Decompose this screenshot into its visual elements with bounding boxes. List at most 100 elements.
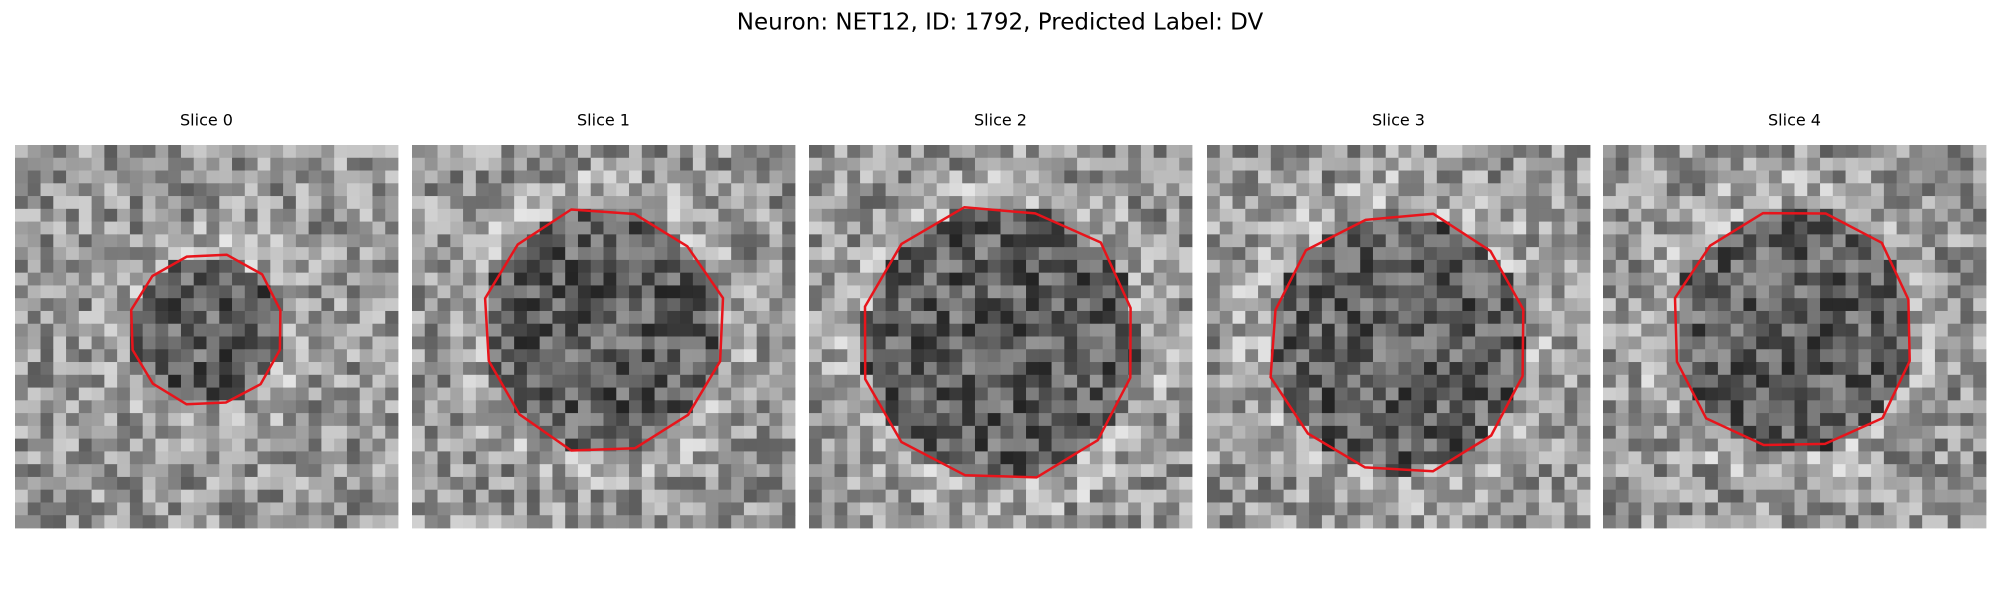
pixel (936, 413, 950, 427)
pixel (1896, 145, 1910, 159)
pixel (1270, 145, 1284, 159)
pixel (1115, 310, 1129, 325)
pixel (1115, 234, 1129, 248)
pixel (1462, 323, 1476, 337)
pixel (1909, 502, 1923, 516)
pixel (1756, 170, 1770, 184)
pixel (1768, 336, 1783, 350)
pixel (1424, 400, 1438, 414)
pixel (1858, 400, 1872, 414)
pixel (168, 157, 182, 171)
pixel (501, 221, 515, 235)
pixel (731, 196, 745, 210)
pixel (629, 221, 643, 235)
pixel (1947, 221, 1961, 235)
pixel (1179, 362, 1193, 376)
pixel (295, 208, 310, 222)
pixel (987, 221, 1001, 235)
pixel (1487, 157, 1502, 171)
pixel (1077, 502, 1091, 516)
pixel (809, 400, 823, 414)
pixel (117, 183, 131, 197)
pixel (104, 310, 118, 325)
pixel (718, 259, 732, 274)
pixel (1475, 272, 1489, 286)
pixel (488, 310, 502, 325)
pixel (15, 272, 29, 286)
pixel (450, 285, 464, 299)
pixel (1781, 502, 1795, 516)
pixel (1628, 349, 1642, 363)
pixel (860, 438, 874, 452)
pixel (1258, 387, 1272, 401)
pixel (40, 451, 54, 465)
pixel (1743, 400, 1757, 414)
pixel (1858, 387, 1872, 401)
pixel (782, 145, 796, 159)
pixel (1909, 362, 1923, 376)
pixel (424, 413, 438, 427)
pixel (1934, 451, 1949, 465)
pixel (180, 259, 195, 274)
pixel (1717, 489, 1732, 503)
pixel (809, 298, 823, 312)
pixel (1487, 438, 1502, 452)
pixel (1102, 272, 1116, 286)
pixel (1436, 476, 1450, 491)
pixel (1179, 272, 1193, 286)
pixel (1245, 259, 1259, 274)
pixel (834, 157, 848, 171)
pixel (1207, 221, 1221, 235)
pixel (1026, 157, 1040, 171)
pixel (1730, 374, 1744, 388)
pixel (1794, 298, 1808, 312)
pixel (603, 387, 617, 401)
pixel (1232, 362, 1246, 376)
pixel (821, 285, 835, 299)
pixel (1832, 259, 1846, 274)
pixel (142, 310, 156, 325)
pixel (193, 310, 207, 325)
pixel (142, 196, 156, 210)
pixel (1102, 170, 1116, 184)
pixel (1398, 438, 1412, 452)
pixel (1947, 374, 1961, 388)
pixel (1347, 285, 1361, 299)
pixel (654, 196, 668, 210)
pixel (974, 170, 989, 184)
pixel (1089, 272, 1104, 286)
pixel (565, 502, 579, 516)
pixel (346, 400, 361, 414)
pixel (129, 387, 144, 401)
pixel (936, 170, 950, 184)
pixel (1449, 183, 1463, 197)
pixel (1334, 170, 1348, 184)
pixel (565, 413, 579, 427)
pixel (1858, 349, 1872, 363)
pixel (974, 489, 989, 503)
pixel (321, 157, 335, 171)
pixel (705, 157, 719, 171)
pixel (1666, 323, 1680, 337)
pixel (1245, 221, 1259, 235)
pixel (206, 298, 220, 312)
pixel (821, 196, 835, 210)
pixel (680, 183, 694, 197)
pixel (1909, 413, 1923, 427)
pixel (1679, 323, 1693, 337)
pixel (91, 349, 105, 363)
pixel (78, 476, 92, 491)
pixel (577, 349, 592, 363)
pixel (27, 208, 41, 222)
pixel (1219, 336, 1233, 350)
pixel (949, 196, 963, 210)
pixel (1411, 336, 1425, 350)
pixel (616, 425, 630, 440)
pixel (860, 413, 874, 427)
pixel (782, 349, 796, 363)
pixel (1871, 183, 1885, 197)
pixel (1013, 221, 1027, 235)
pixel (1615, 476, 1629, 491)
pixel (1807, 476, 1821, 491)
pixel (346, 272, 361, 286)
